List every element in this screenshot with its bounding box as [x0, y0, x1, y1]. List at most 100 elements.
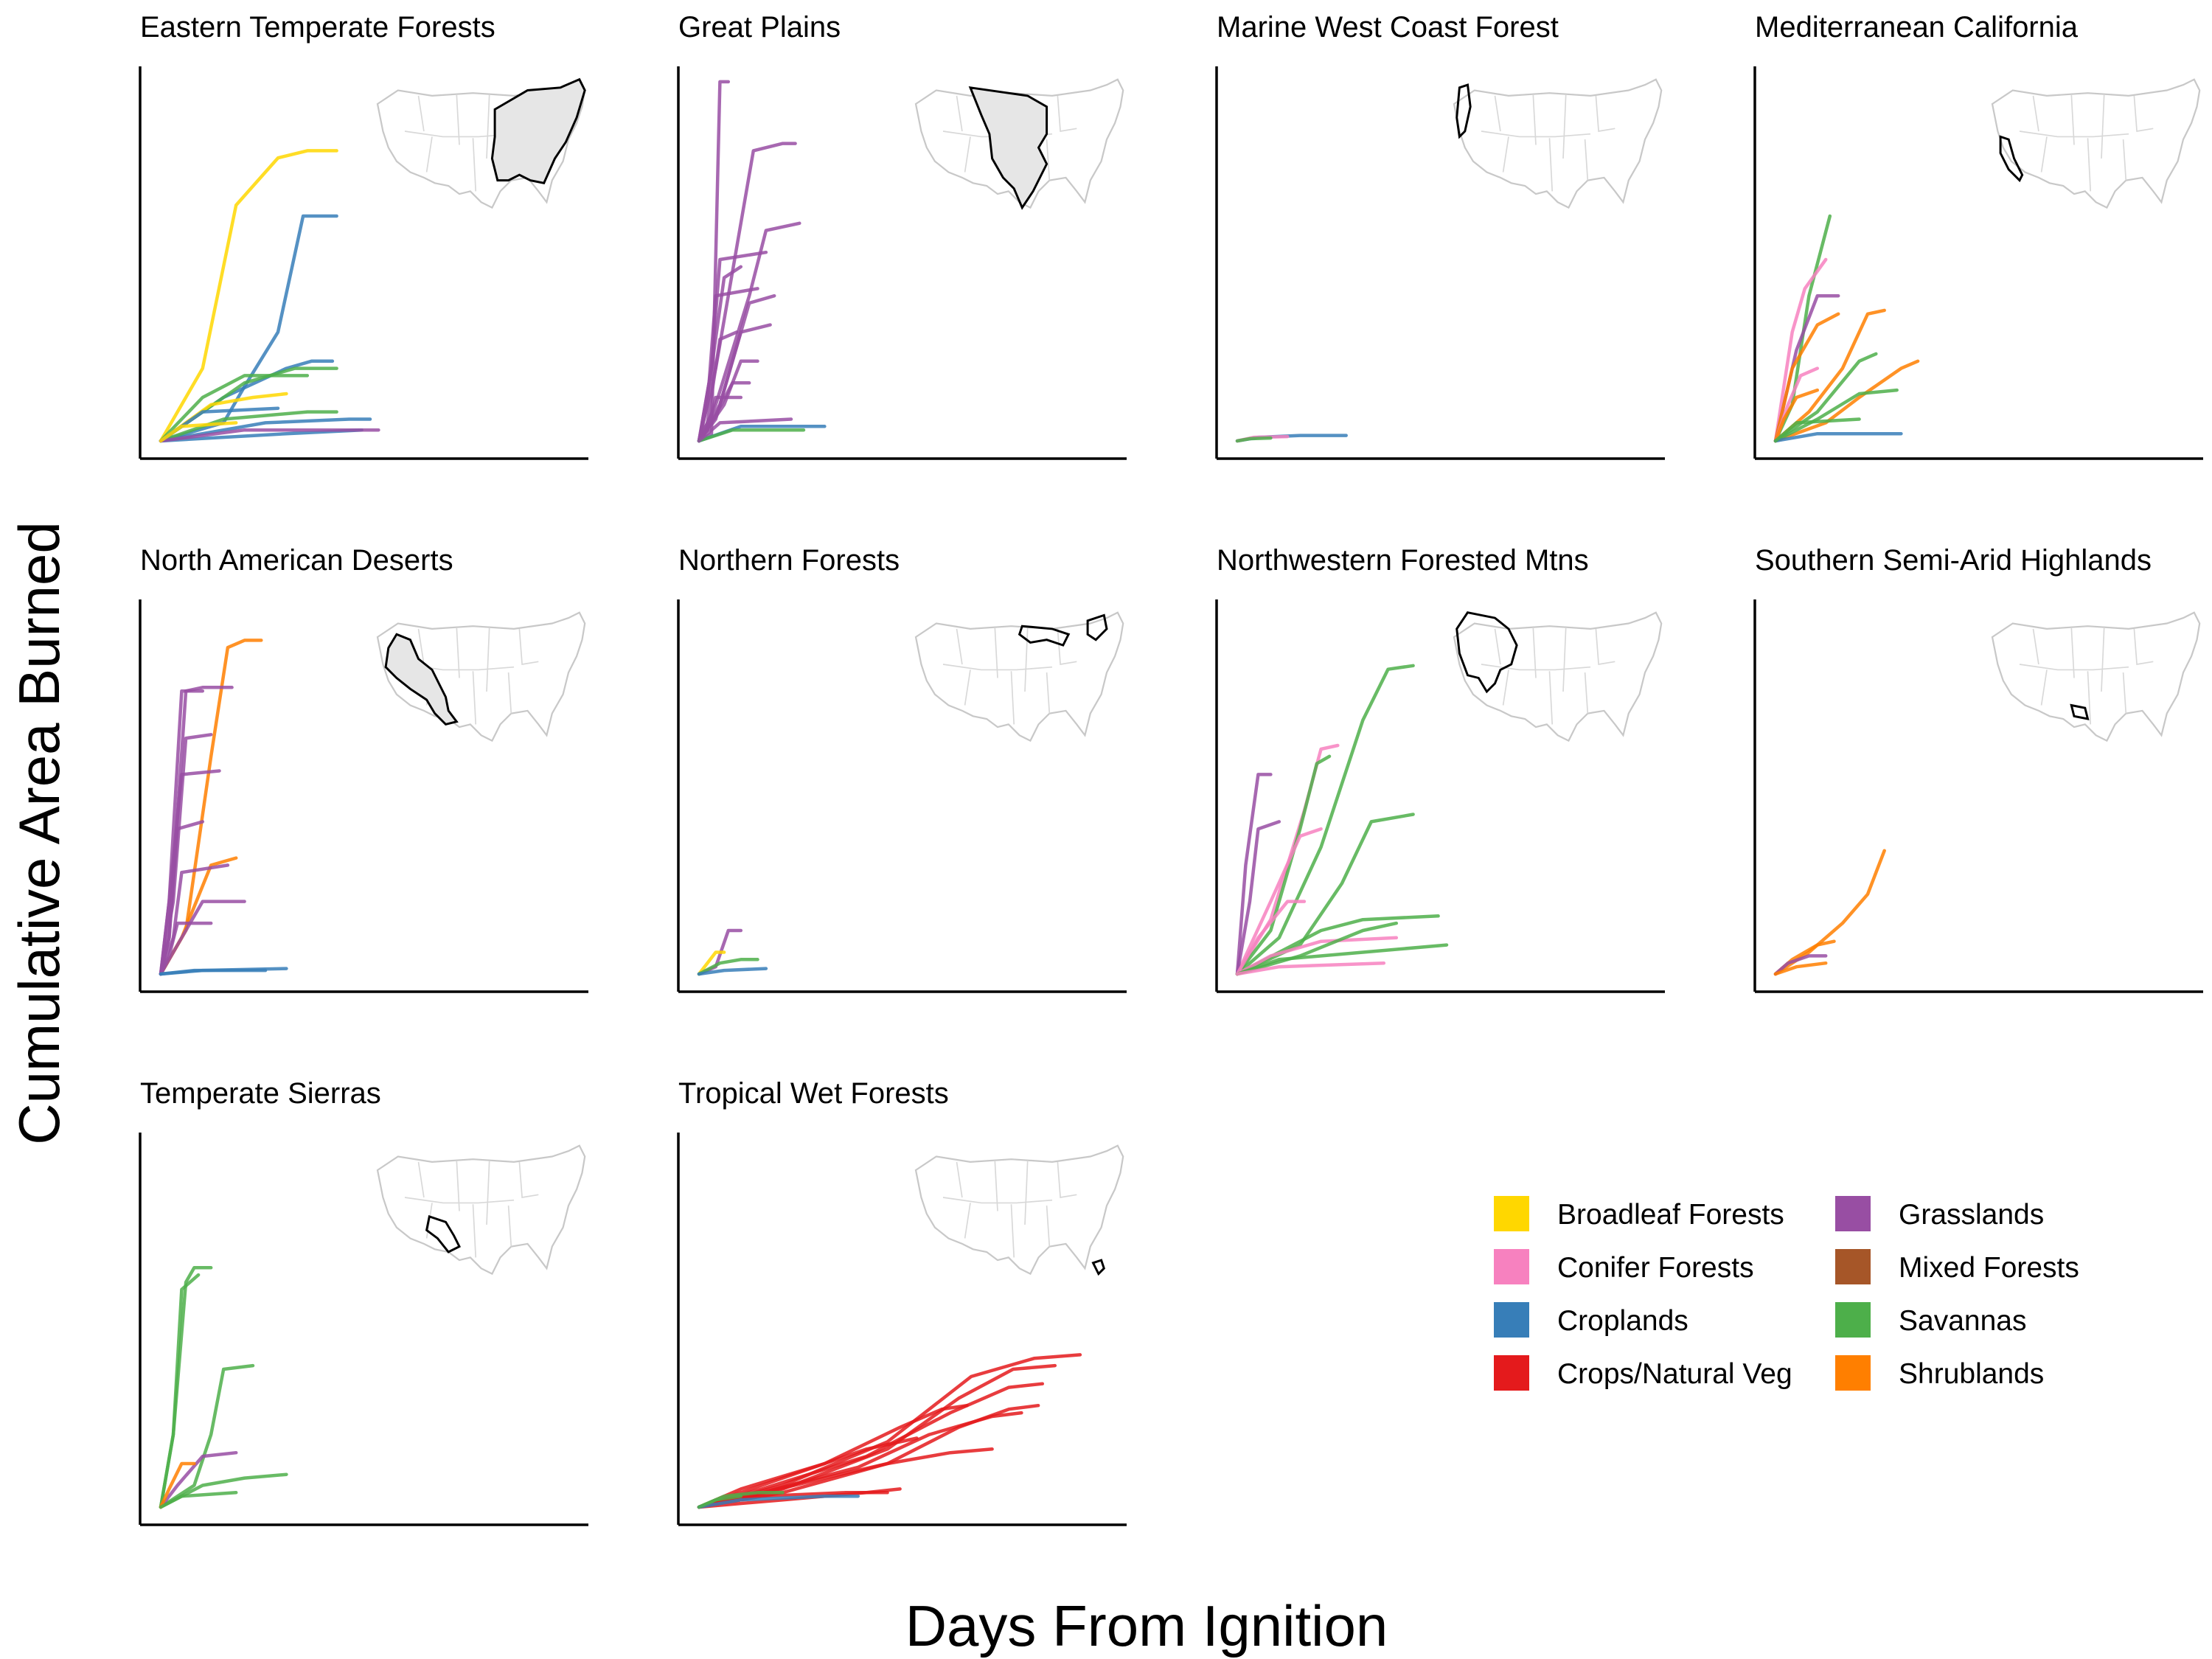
legend-label: Croplands	[1557, 1305, 1688, 1337]
facet-title: Temperate Sierras	[140, 1077, 381, 1110]
series-line	[159, 686, 234, 976]
series-line	[1773, 954, 1828, 976]
facet-panel: Mediterranean California	[1753, 11, 2203, 460]
series-line	[1235, 820, 1281, 976]
series-line	[1773, 352, 1878, 443]
series-line	[697, 417, 793, 443]
series-line	[1773, 359, 1920, 443]
facet-panel: Great Plains	[677, 11, 1127, 460]
inset-region-map	[914, 78, 1124, 210]
legend-item: Shrublands	[1835, 1355, 2044, 1391]
series-line	[697, 1403, 969, 1509]
series-line	[1773, 257, 1828, 443]
series-line	[159, 863, 230, 976]
series-line	[1773, 417, 1861, 443]
legend-label: Savannas	[1899, 1305, 2026, 1337]
series-line	[697, 958, 759, 976]
facet-title: Tropical Wet Forests	[678, 1077, 949, 1110]
series-line	[159, 421, 238, 443]
region-outline	[2070, 703, 2090, 720]
facet-title: North American Deserts	[140, 544, 453, 577]
series-line	[1235, 943, 1449, 976]
inset-region-map	[1453, 78, 1663, 209]
region-outline	[1455, 611, 1518, 694]
series-line	[159, 921, 213, 976]
y-axis-label: Cumulative Area Burned	[7, 521, 72, 1144]
facet-panel: North American Deserts	[139, 544, 588, 993]
facet-panel: Northwestern Forested Mtns	[1215, 544, 1665, 993]
series-line	[159, 820, 205, 976]
legend-item: Broadleaf Forests	[1494, 1196, 1784, 1231]
inset-region-map	[1991, 611, 2201, 742]
series-line	[159, 1450, 238, 1509]
legend-item: Croplands	[1494, 1302, 1688, 1338]
facet-panel: Southern Semi-Arid Highlands	[1753, 544, 2203, 993]
series-line	[697, 1494, 743, 1509]
region-outline	[490, 77, 586, 184]
legend-item: Mixed Forests	[1835, 1249, 2079, 1284]
legend-swatch	[1835, 1302, 1871, 1338]
legend-item: Grasslands	[1835, 1196, 2044, 1231]
series-line	[1235, 436, 1273, 443]
series-line	[159, 1273, 201, 1509]
facet-title: Mediterranean California	[1755, 11, 2079, 44]
legend-label: Crops/Natural Veg	[1557, 1358, 1792, 1390]
series-line	[159, 149, 338, 443]
legend-swatch	[1494, 1355, 1529, 1391]
inset-region-map	[1991, 78, 2201, 209]
facet-title: Southern Semi-Arid Highlands	[1755, 544, 2152, 577]
facet-panel: Tropical Wet Forests	[677, 1077, 1127, 1526]
legend-label: Conifer Forests	[1557, 1252, 1754, 1284]
series-line	[1235, 961, 1386, 976]
region-outline	[1455, 83, 1472, 139]
region-outline	[968, 86, 1048, 210]
series-line	[1773, 312, 1840, 443]
inset-region-map	[1453, 611, 1663, 742]
series-line	[1235, 827, 1323, 976]
legend-swatch	[1494, 1302, 1529, 1338]
region-outline	[425, 1214, 461, 1253]
facet-panel: Temperate Sierras	[139, 1077, 588, 1526]
legend-label: Grasslands	[1899, 1199, 2044, 1231]
series-line	[159, 733, 213, 976]
facet-panels: Eastern Temperate Forests Great Plains Mar…	[139, 11, 2203, 1526]
region-outline	[384, 633, 459, 726]
series-line	[697, 950, 726, 976]
facet-title: Northern Forests	[678, 544, 900, 577]
series-line	[697, 967, 768, 976]
series-line	[697, 1353, 1082, 1509]
facet-title: Eastern Temperate Forests	[140, 11, 495, 44]
legend-item: Savannas	[1835, 1302, 2026, 1338]
series-line	[159, 1491, 238, 1509]
series-line	[159, 417, 372, 443]
series-line	[697, 287, 759, 443]
legend-label: Mixed Forests	[1899, 1252, 2079, 1284]
series-line	[697, 1447, 994, 1509]
series-line	[159, 410, 338, 443]
series-line	[1773, 388, 1820, 443]
legend-swatch	[1835, 1249, 1871, 1284]
series-line	[159, 214, 338, 443]
inset-region-map	[914, 1144, 1124, 1276]
legend-swatch	[1494, 1196, 1529, 1231]
region-outline	[1018, 613, 1108, 647]
legend-swatch	[1835, 1196, 1871, 1231]
series-line	[159, 428, 380, 443]
series-line	[159, 1472, 288, 1509]
inset-region-map	[376, 611, 586, 742]
series-line	[159, 1461, 196, 1509]
legend-label: Broadleaf Forests	[1557, 1199, 1784, 1231]
series-line	[159, 1363, 255, 1509]
facet-title: Northwestern Forested Mtns	[1217, 544, 1589, 577]
series-line	[697, 330, 739, 443]
legend-label: Shrublands	[1899, 1358, 2044, 1390]
facet-title: Great Plains	[678, 11, 841, 44]
facet-panel: Marine West Coast Forest	[1215, 11, 1665, 460]
series-line	[1235, 664, 1415, 976]
inset-region-map	[376, 77, 586, 209]
series-line	[1235, 921, 1399, 976]
facet-title: Marine West Coast Forest	[1217, 11, 1559, 44]
x-axis-label: Days From Ignition	[905, 1593, 1388, 1658]
legend-item: Conifer Forests	[1494, 1249, 1754, 1284]
